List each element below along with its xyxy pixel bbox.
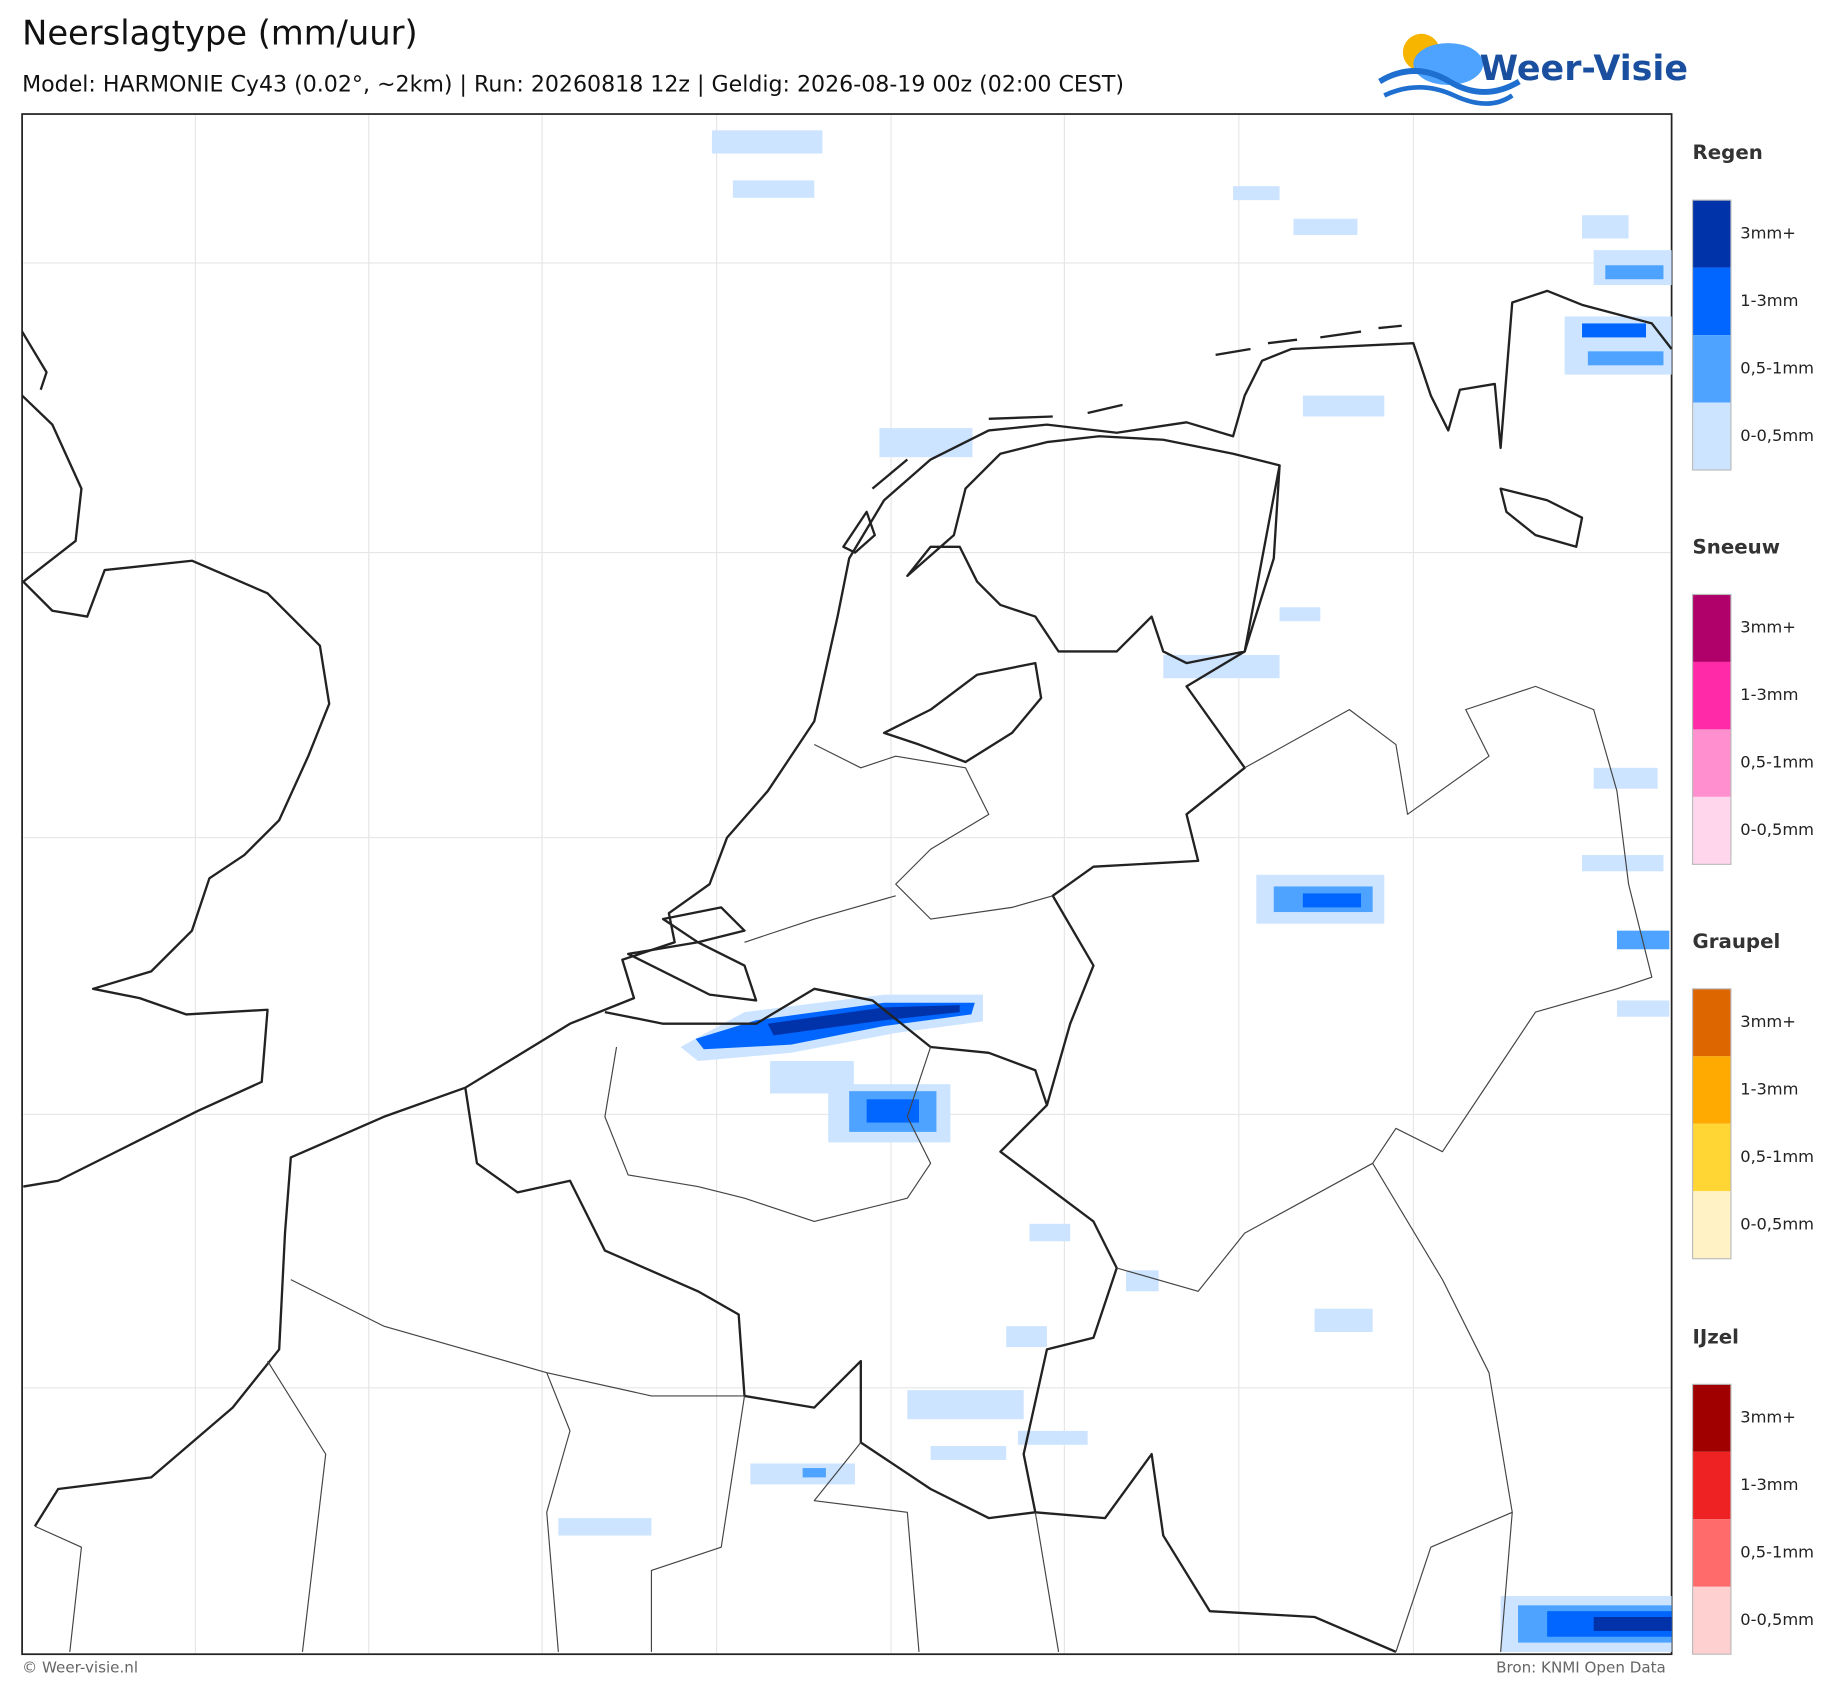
legend-title: Graupel bbox=[1693, 930, 1781, 953]
legend-swatch bbox=[1692, 200, 1731, 268]
logo: Weer-Visie bbox=[1378, 33, 1688, 106]
legend-title: Sneeuw bbox=[1693, 535, 1780, 558]
graticule bbox=[23, 115, 1671, 1654]
legend-swatch bbox=[1692, 335, 1731, 403]
legend-label: 1-3mm bbox=[1740, 685, 1798, 704]
legend-title: IJzel bbox=[1693, 1325, 1739, 1348]
legend-label: 0,5-1mm bbox=[1740, 753, 1814, 772]
legend-label: 3mm+ bbox=[1740, 1408, 1796, 1427]
legend-swatch bbox=[1692, 729, 1731, 797]
legend-label: 3mm+ bbox=[1740, 618, 1796, 637]
legend-label: 0-0,5mm bbox=[1740, 1214, 1814, 1233]
legend-frame bbox=[1691, 1383, 1732, 1655]
legend-swatch bbox=[1692, 1586, 1731, 1655]
subtitle: Model: HARMONIE Cy43 (0.02°, ~2km) | Run… bbox=[22, 71, 1124, 97]
legend-swatch bbox=[1692, 988, 1731, 1057]
legend-swatch bbox=[1692, 1451, 1731, 1520]
precipitation bbox=[558, 130, 1672, 1652]
borders bbox=[34, 465, 1653, 1653]
legend-swatch bbox=[1692, 267, 1731, 336]
legend-label: 0,5-1mm bbox=[1740, 1147, 1814, 1166]
legend-title: Regen bbox=[1693, 141, 1763, 164]
legend-frame bbox=[1691, 199, 1732, 471]
legend-label: 0,5-1mm bbox=[1740, 1543, 1814, 1562]
legend-label: 0-0,5mm bbox=[1740, 820, 1814, 839]
legend-swatch bbox=[1692, 1519, 1731, 1587]
legend-frame bbox=[1691, 593, 1732, 865]
legend-label: 0-0,5mm bbox=[1740, 426, 1814, 445]
title: Neerslagtype (mm/uur) bbox=[22, 13, 418, 52]
legend-label: 1-3mm bbox=[1740, 1080, 1798, 1099]
map bbox=[21, 113, 1673, 1656]
legend-swatch bbox=[1692, 661, 1731, 730]
legend-frame bbox=[1691, 988, 1732, 1260]
legend-swatch bbox=[1692, 402, 1731, 470]
legend-swatch bbox=[1692, 1384, 1731, 1452]
legend-swatch bbox=[1692, 594, 1731, 662]
legend-swatch bbox=[1692, 1056, 1731, 1124]
legend-swatch bbox=[1692, 1123, 1731, 1192]
legend: Regen 3mm+ 1-3mm 0,5-1mm 0-0,5mm Sneeuw 3mm+ 1-… bbox=[1691, 141, 1814, 1655]
legend-swatch bbox=[1692, 1191, 1731, 1259]
footer-right: Bron: KNMI Open Data bbox=[1496, 1659, 1666, 1677]
legend-label: 0-0,5mm bbox=[1740, 1610, 1814, 1629]
legend-label: 1-3mm bbox=[1740, 1475, 1798, 1494]
legend-swatch bbox=[1692, 796, 1731, 865]
footer-left: © Weer-visie.nl bbox=[22, 1659, 138, 1677]
legend-label: 1-3mm bbox=[1740, 291, 1798, 310]
legend-label: 0,5-1mm bbox=[1740, 358, 1814, 377]
legend-label: 3mm+ bbox=[1740, 223, 1796, 242]
coastlines bbox=[21, 289, 1673, 1527]
legend-label: 3mm+ bbox=[1740, 1012, 1796, 1031]
logo-text: Weer-Visie bbox=[1480, 49, 1688, 89]
